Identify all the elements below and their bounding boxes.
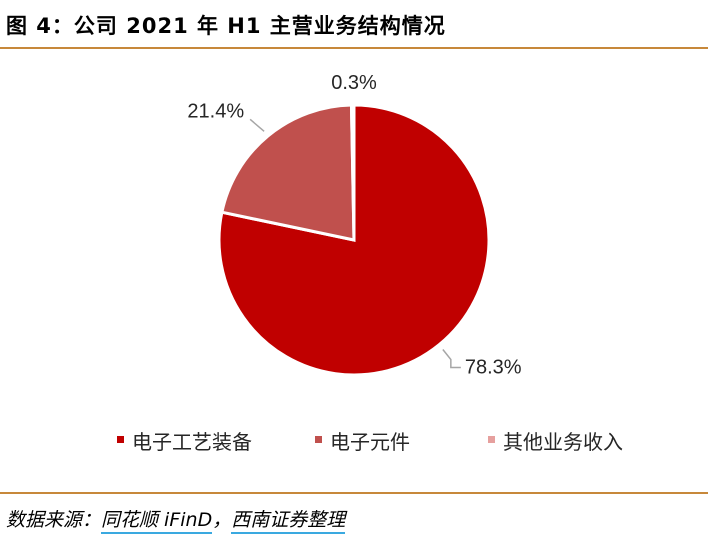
legend-swatch-0 xyxy=(117,436,124,443)
leader-line-0 xyxy=(442,349,461,369)
figure-title: 图 4：公司 2021 年 H1 主营业务结构情况 xyxy=(6,14,446,38)
pie-chart: 78.3% 21.4% 0.3% 电子工艺装备 电子元件 其他业务收入 xyxy=(117,72,623,454)
data-label-1: 21.4% xyxy=(187,100,244,122)
source-prefix: 数据来源： xyxy=(6,509,102,531)
source-swsc: 西南证券整理 xyxy=(231,509,346,534)
legend-label-2: 其他业务收入 xyxy=(503,430,623,454)
legend-label-1: 电子元件 xyxy=(330,430,410,454)
pie-slice-2 xyxy=(349,103,356,241)
source-ifind: 同花顺 iFinD xyxy=(101,509,213,534)
pie-slice-1 xyxy=(220,103,356,242)
legend-label-0: 电子工艺装备 xyxy=(132,430,252,454)
source-separator: ， xyxy=(212,509,232,531)
source-rule xyxy=(0,492,708,494)
legend-swatch-2 xyxy=(488,436,495,443)
source-note: 数据来源：同花顺 iFinD，西南证券整理 xyxy=(6,505,346,534)
title-rule xyxy=(0,47,708,49)
leader-line-1 xyxy=(249,118,265,132)
data-label-0: 78.3% xyxy=(465,356,522,378)
data-label-2: 0.3% xyxy=(331,72,377,94)
legend-swatch-1 xyxy=(315,436,322,443)
